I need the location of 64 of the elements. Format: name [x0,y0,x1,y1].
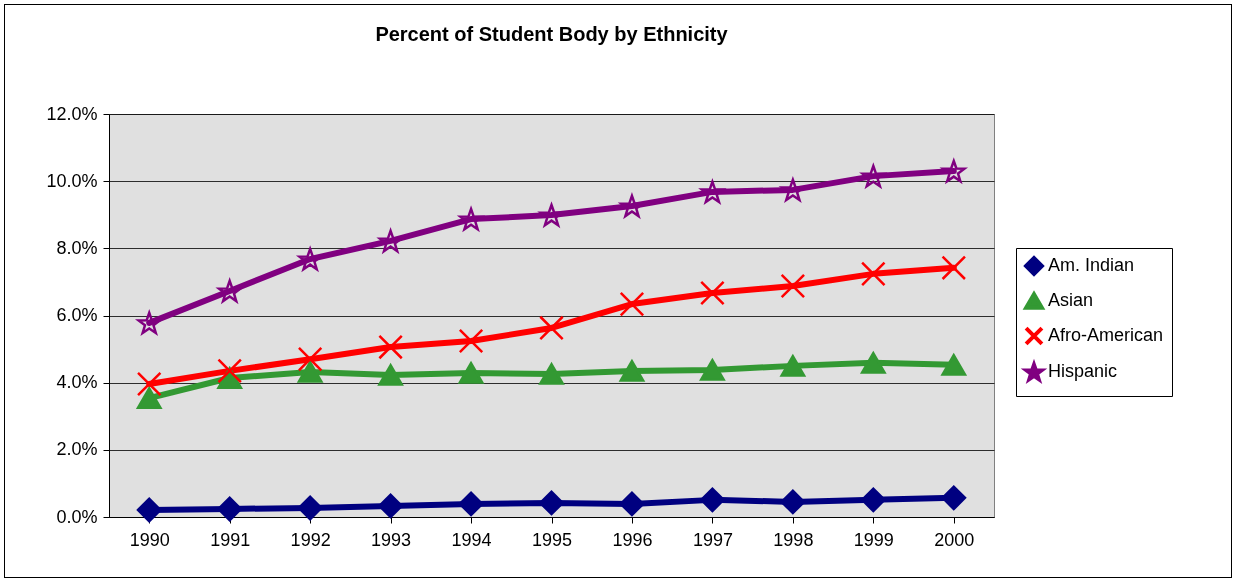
point [939,157,968,185]
point [458,362,484,384]
legend-label: Afro-American [1048,325,1164,345]
point [780,273,806,299]
legend-label: Hispanic [1048,361,1118,381]
point [941,485,967,511]
legend-label: Asian [1048,290,1094,310]
point [539,315,564,341]
point [378,493,404,519]
y-tick-label: 8.0% [56,237,98,258]
point [217,496,243,522]
chart-title: Percent of Student Body by Ethnicity [375,23,729,45]
point [136,497,162,523]
point [859,162,888,190]
point [376,227,403,255]
point [217,358,243,384]
x-tick-label: 1999 [853,529,894,550]
point [378,334,404,360]
x-tick-label: 2000 [934,529,975,550]
point [780,354,806,377]
x-tick-label: 1993 [371,529,412,550]
y-tick-label: 0.0% [56,506,98,527]
x-tick-label: 1990 [129,529,170,550]
point [297,360,323,383]
y-tick-label: 4.0% [56,372,98,393]
y-tick-label: 6.0% [56,305,98,325]
x-tick-label: 1995 [531,529,573,550]
point [378,364,404,386]
point [860,261,886,287]
y-tick-label: 10.0% [46,170,98,191]
point [619,491,645,517]
point [860,351,886,374]
point [457,205,485,233]
point [699,280,725,306]
point [297,346,323,372]
point [619,359,645,382]
y-tick-label: 2.0% [56,439,98,460]
point [619,291,645,317]
point [458,328,484,354]
point [135,309,162,336]
point [941,255,967,281]
point [136,371,162,397]
point [699,487,725,513]
x-tick-label: 1992 [290,529,331,550]
x-tick-label: 1998 [773,529,814,550]
point [297,495,323,521]
point [539,363,564,385]
point [860,487,886,513]
y-tick-label: 12.0% [46,103,98,124]
point [778,176,805,203]
point [699,358,725,381]
point [539,490,564,516]
x-tick-label: 1994 [451,529,492,550]
point [215,277,242,305]
point [458,491,484,517]
legend-label: Am. Indian [1048,255,1135,275]
point [941,353,967,376]
x-tick-label: 1991 [210,529,251,550]
point [698,178,727,205]
x-tick-label: 1996 [612,529,653,550]
point [537,201,564,229]
x-tick-label: 1997 [692,529,733,550]
point [136,387,162,410]
point [780,489,806,515]
